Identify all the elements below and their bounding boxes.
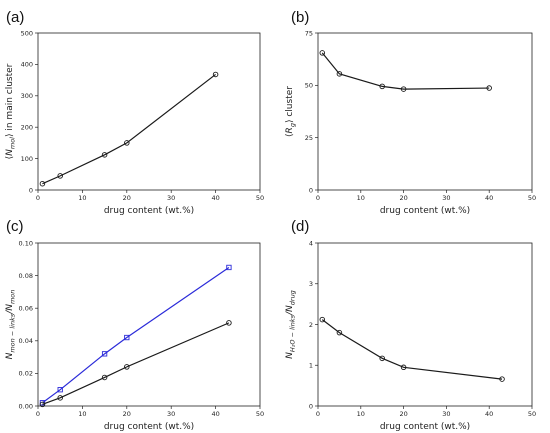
y-axis-label: ⟨Nmol⟩ in main cluster xyxy=(5,63,17,159)
data-point xyxy=(39,401,46,408)
panel-label: (d) xyxy=(291,218,309,235)
x-tick-label: 50 xyxy=(528,194,536,202)
x-axis-label: drug content (wt.%) xyxy=(380,206,470,216)
x-tick-label: 20 xyxy=(123,410,131,418)
axes-frame xyxy=(37,242,261,407)
panel-d: (d) 0 10 20 30 40 50 0 1 2 3 4 drug content (wt.%) NH… xyxy=(285,218,536,432)
y-tick-label: 25 xyxy=(305,134,313,142)
data-point xyxy=(226,320,232,326)
x-axis-label: drug content (wt.%) xyxy=(380,422,470,432)
data-point xyxy=(57,387,63,393)
y-axis-label: Nmon − links/Nmon xyxy=(5,290,17,360)
y-axis-label: NH₂O − links/Ndrug xyxy=(285,290,297,359)
x-tick-label: 40 xyxy=(211,410,219,418)
y-tick-label: 1 xyxy=(309,362,313,370)
axes-frame xyxy=(37,32,261,191)
x-tick-label: 40 xyxy=(211,194,219,202)
x-tick-label: 10 xyxy=(78,410,86,418)
y-tick-label: 0.00 xyxy=(19,402,33,410)
x-axis-label: drug content (wt.%) xyxy=(104,422,194,432)
y-tick-label: 2 xyxy=(309,321,313,329)
y-tick-label: 0 xyxy=(29,186,33,194)
data-point xyxy=(101,152,108,158)
y-tick-label: 75 xyxy=(305,29,313,37)
x-tick-label: 20 xyxy=(399,410,407,418)
data-point xyxy=(212,71,219,78)
data-point xyxy=(124,364,130,370)
panel-c: (c) 0 10 20 30 40 50 0.00 0.02 0.04 0.06 0.08 0.10 dr… xyxy=(5,218,264,432)
x-tick-label: 40 xyxy=(485,410,493,418)
data-point xyxy=(124,140,130,146)
x-tick-label: 20 xyxy=(123,194,131,202)
panel-b: (b) 0 10 20 30 40 50 0 25 50 75 drug content (wt.%)… xyxy=(285,9,536,216)
data-point xyxy=(336,329,343,336)
series-line xyxy=(321,319,503,380)
data-point xyxy=(57,173,63,179)
panel-label: (b) xyxy=(291,9,309,26)
x-tick-label: 30 xyxy=(442,194,450,202)
x-tick-label: 40 xyxy=(485,194,493,202)
y-tick-label: 0 xyxy=(309,402,313,410)
x-tick-label: 10 xyxy=(357,194,365,202)
axes-frame xyxy=(317,32,533,191)
data-point xyxy=(319,50,326,56)
x-tick-label: 0 xyxy=(316,410,320,418)
x-tick-label: 30 xyxy=(442,410,450,418)
series-line xyxy=(42,73,216,185)
series-line xyxy=(42,266,230,404)
panel-label: (a) xyxy=(6,9,24,26)
y-tick-label: 0.10 xyxy=(19,239,33,247)
axes-frame xyxy=(317,242,533,407)
x-axis-label: drug content (wt.%) xyxy=(104,206,194,216)
series-line xyxy=(321,52,490,90)
x-tick-label: 0 xyxy=(36,194,40,202)
data-point xyxy=(336,71,343,77)
x-tick-label: 50 xyxy=(528,410,536,418)
data-point xyxy=(319,316,326,323)
y-axis-label: ⟨Rg⟩ cluster xyxy=(285,86,297,137)
y-tick-label: 100 xyxy=(21,155,33,163)
x-tick-label: 30 xyxy=(167,410,175,418)
y-tick-label: 4 xyxy=(309,239,313,247)
data-point xyxy=(400,86,407,92)
data-point xyxy=(379,355,385,362)
y-tick-label: 3 xyxy=(309,280,313,288)
data-point xyxy=(124,334,130,341)
y-tick-label: 50 xyxy=(305,82,313,90)
y-tick-label: 200 xyxy=(21,124,33,132)
y-tick-label: 0.06 xyxy=(19,305,33,313)
data-point xyxy=(400,364,407,371)
x-tick-label: 50 xyxy=(256,410,264,418)
data-point xyxy=(486,85,492,91)
x-tick-label: 0 xyxy=(316,194,320,202)
x-tick-label: 30 xyxy=(167,194,175,202)
series-line xyxy=(42,322,230,405)
data-point xyxy=(57,395,63,401)
x-tick-label: 10 xyxy=(78,194,86,202)
y-tick-label: 0.04 xyxy=(19,337,33,345)
y-tick-label: 300 xyxy=(21,92,33,100)
data-point xyxy=(226,264,232,271)
data-point xyxy=(39,180,46,187)
x-tick-label: 20 xyxy=(399,194,407,202)
y-tick-label: 0 xyxy=(309,186,313,194)
x-tick-label: 0 xyxy=(36,410,40,418)
data-point xyxy=(101,374,108,381)
y-tick-label: 500 xyxy=(21,29,33,37)
y-tick-label: 400 xyxy=(21,61,33,69)
x-tick-label: 50 xyxy=(256,194,264,202)
y-tick-label: 0.08 xyxy=(19,272,33,280)
data-point xyxy=(101,351,108,357)
data-point xyxy=(499,376,505,382)
data-point xyxy=(379,83,385,90)
panel-label: (c) xyxy=(6,218,24,235)
y-tick-label: 0.02 xyxy=(19,370,33,378)
x-tick-label: 10 xyxy=(357,410,365,418)
